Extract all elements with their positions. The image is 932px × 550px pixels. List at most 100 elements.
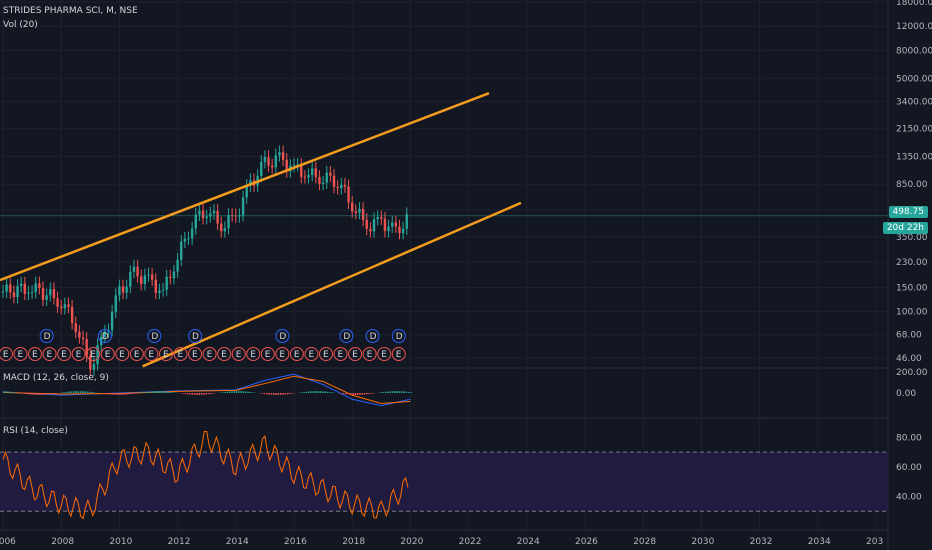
macd-histogram-bar: [270, 393, 273, 395]
macd-histogram-bar: [12, 392, 14, 393]
earnings-marker-label: E: [163, 350, 169, 360]
candle-body: [223, 228, 227, 232]
candle-body: [49, 289, 52, 296]
macd-histogram-bar: [396, 391, 398, 393]
macd-histogram-bar: [326, 391, 329, 393]
candle-body: [110, 311, 114, 331]
price-tick-label: 350.00: [896, 233, 928, 243]
candle-body: [125, 286, 128, 293]
candle-body: [176, 259, 179, 272]
candle-body: [216, 210, 219, 224]
earnings-marker: [217, 347, 232, 361]
macd-histogram-bar: [352, 393, 354, 395]
candle-body: [183, 238, 187, 242]
candle-body: [263, 157, 267, 162]
macd-histogram-bar: [233, 391, 235, 393]
macd-histogram-bar: [84, 391, 86, 393]
earnings-marker-label: E: [32, 350, 38, 360]
macd-histogram-bar: [307, 391, 310, 393]
macd-histogram-bar: [112, 393, 114, 395]
time-tick-label: 2010: [109, 537, 132, 547]
macd-histogram-bar: [340, 393, 343, 394]
candle-body: [398, 226, 401, 234]
time-tick-label: 203: [866, 537, 883, 547]
macd-histogram-bar: [121, 393, 124, 395]
macd-histogram-bar: [165, 391, 168, 393]
macd-histogram-bar: [403, 391, 405, 393]
macd-histogram-bar: [366, 393, 368, 395]
macd-histogram-bar: [154, 391, 156, 393]
macd-histogram-bar: [370, 393, 373, 394]
macd-histogram-bar: [310, 391, 312, 393]
macd-histogram-bar: [189, 393, 191, 395]
macd-histogram-bar: [305, 391, 308, 393]
macd-histogram-bar: [145, 391, 147, 393]
macd-histogram-bar: [238, 391, 240, 393]
macd-histogram-bar: [49, 393, 52, 395]
dividend-marker-label: D: [370, 332, 377, 342]
macd-histogram-bar: [300, 392, 303, 393]
macd-histogram-bar: [200, 393, 203, 395]
macd-histogram-bar: [156, 391, 159, 393]
candle-body: [351, 202, 354, 212]
earnings-marker-label: E: [134, 350, 140, 360]
candle-body: [89, 355, 92, 370]
earnings-marker-label: E: [338, 350, 344, 360]
macd-histogram-bar: [37, 393, 40, 395]
candle-body: [143, 275, 147, 284]
macd-histogram-bar: [65, 391, 68, 393]
macd-histogram-bar: [82, 391, 84, 393]
macd-histogram-bar: [21, 393, 24, 394]
time-tick-label: 2024: [517, 537, 540, 547]
candle-body: [220, 223, 223, 232]
macd-histogram-bar: [289, 393, 291, 395]
macd-histogram-bar: [7, 391, 10, 393]
earnings-marker: [42, 347, 57, 361]
macd-histogram-bar: [263, 393, 266, 395]
earnings-marker: [362, 347, 377, 361]
candle-body: [372, 219, 376, 232]
time-tick-label: 2030: [691, 537, 714, 547]
earnings-marker-label: E: [352, 350, 358, 360]
earnings-marker: [188, 347, 203, 361]
dividend-marker-label: D: [151, 332, 158, 342]
macd-histogram-bar: [224, 391, 226, 393]
dividend-marker: [188, 329, 203, 343]
macd-histogram-bar: [382, 392, 384, 393]
macd-histogram-bar: [193, 393, 196, 395]
macd-histogram-bar: [221, 392, 224, 393]
candle-body: [343, 184, 347, 187]
candle-body: [56, 298, 59, 307]
macd-histogram-bar: [191, 393, 194, 395]
candle-body: [391, 222, 394, 227]
macd-histogram-bar: [277, 393, 280, 395]
candle-body: [194, 214, 197, 229]
earnings-marker-label: E: [294, 350, 300, 360]
price-tick-label: 46.00: [896, 354, 922, 364]
macd-histogram-bar: [196, 393, 198, 395]
earnings-marker: [0, 347, 13, 361]
macd-histogram-bar: [391, 391, 394, 393]
candle-body: [81, 337, 85, 339]
time-tick-label: 2028: [633, 537, 656, 547]
macd-histogram-bar: [231, 391, 233, 393]
channel-upper-line: [0, 92, 490, 282]
macd-histogram-bar: [247, 391, 249, 393]
candle-body: [270, 165, 274, 168]
macd-histogram-bar: [9, 391, 12, 393]
macd-histogram-bar: [119, 393, 121, 395]
earnings-marker: [28, 347, 43, 361]
price-tick-label: 150.00: [896, 284, 928, 294]
macd-histogram-bar: [86, 391, 89, 393]
macd-histogram-bar: [228, 391, 231, 393]
macd-histogram-bar: [252, 392, 254, 393]
candle-body: [274, 155, 278, 168]
macd-histogram-bar: [170, 392, 173, 393]
candle-body: [212, 210, 216, 214]
candle-body: [198, 210, 201, 215]
earnings-marker-label: E: [61, 350, 67, 360]
macd-histogram-bar: [142, 392, 145, 393]
dividend-marker-label: D: [44, 332, 51, 342]
price-tick-label: 5000.00: [896, 74, 932, 84]
